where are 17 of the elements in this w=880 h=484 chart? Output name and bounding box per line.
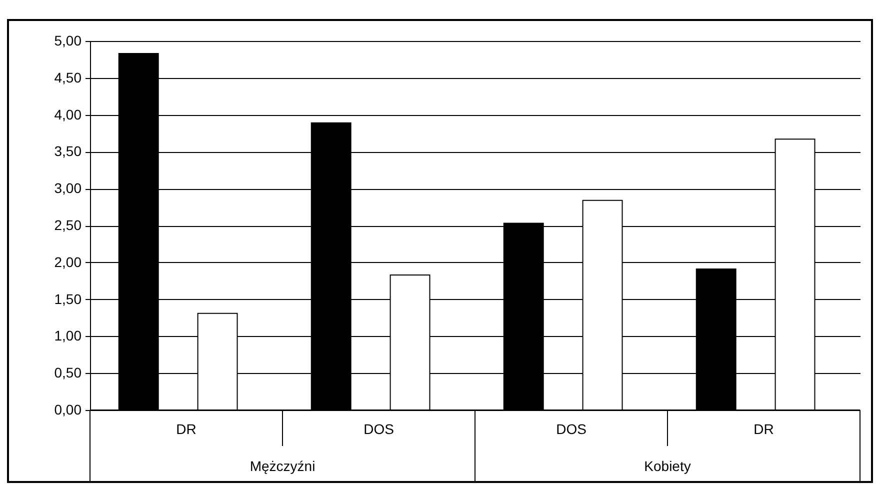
x-tick-label: DOS (364, 421, 394, 437)
y-tick-label: 4,00 (54, 106, 82, 122)
x-tick-label: DOS (556, 421, 586, 437)
x-tick-label: DR (754, 421, 774, 437)
y-tick-label: 0,00 (54, 402, 82, 418)
text: Kobiety (644, 458, 691, 474)
y-tick-label: 5,00 (54, 32, 82, 48)
y-tick-label: 2,50 (54, 217, 82, 233)
x-tick-label: DR (176, 421, 196, 437)
y-tick-label: 0,50 (54, 364, 82, 381)
y-tick-label: 3,00 (54, 180, 82, 196)
y-tick-label: 2,00 (54, 254, 82, 270)
y-tick-label: 3,50 (54, 143, 82, 160)
text: Mężczyźni (250, 458, 316, 474)
y-tick-label: 1,00 (54, 328, 82, 344)
y-tick-label: 1,50 (54, 290, 82, 307)
y-tick-label: 4,50 (54, 69, 82, 86)
